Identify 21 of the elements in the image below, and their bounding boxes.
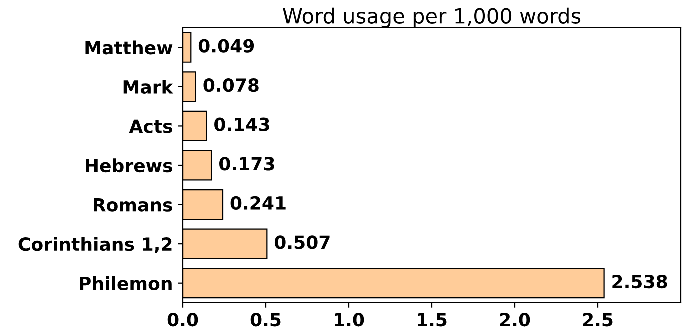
y-tick-label: Mark (124, 80, 174, 94)
data-label: 0.049 (198, 39, 254, 53)
y-tick-label: Acts (129, 120, 172, 134)
x-tick-label: 0.5 (250, 313, 281, 327)
chart-title: Word usage per 1,000 words (283, 8, 581, 28)
data-label: 0.143 (214, 118, 270, 132)
x-tick-label: 0.0 (168, 313, 198, 327)
x-tick-label: 1.5 (418, 313, 447, 327)
x-tick-label: 1.0 (335, 313, 364, 327)
data-label: 2.538 (612, 274, 668, 289)
x-tick-label: 2.5 (583, 313, 613, 327)
data-label: 0.241 (230, 196, 286, 210)
data-label: 0.078 (204, 78, 259, 92)
y-tick-label: Matthew (86, 40, 173, 55)
y-tick-label: Hebrews (86, 158, 172, 173)
y-tick-label: Romans (94, 198, 172, 212)
data-label: 0.507 (274, 236, 330, 250)
y-tick-label: Philemon (80, 276, 172, 290)
y-tick-label: Corinthians 1,2 (18, 237, 172, 254)
data-label: 0.173 (220, 157, 274, 171)
x-tick-label: 2.0 (500, 313, 530, 327)
